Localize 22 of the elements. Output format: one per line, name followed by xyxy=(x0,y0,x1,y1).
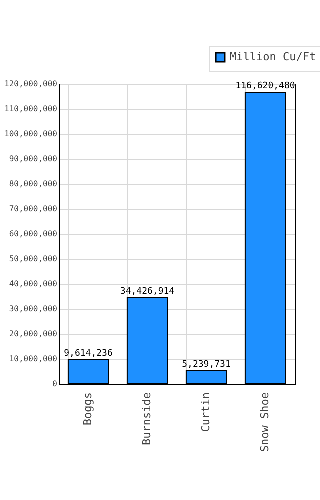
legend-label: Million Cu/Ft xyxy=(230,50,316,64)
y-tick-label: 50,000,000 xyxy=(9,254,58,264)
y-tick-label: 60,000,000 xyxy=(9,230,58,238)
x-tick-label: Snow Shoe xyxy=(258,392,272,452)
y-tick-label: 0 xyxy=(52,380,58,388)
x-tick-label: Curtin xyxy=(200,392,212,432)
y-tick-label: 100,000,000 xyxy=(4,130,58,138)
text: 9,614,236 xyxy=(64,348,113,359)
y-tick-label: 80,000,000 xyxy=(9,180,58,188)
y-tick-label: 10,000,000 xyxy=(9,354,58,364)
y-tick-label: 40,000,000 xyxy=(9,280,58,288)
x-tick-label: Burnside xyxy=(140,392,154,446)
text: 5,239,731 xyxy=(182,360,231,370)
y-tick-label: 110,000,000 xyxy=(4,104,58,114)
text: 34,426,914 xyxy=(120,286,175,297)
y-tick-label: 30,000,000 xyxy=(9,304,58,314)
y-tick-label: 120,000,000 xyxy=(4,80,58,88)
y-tick-label: 20,000,000 xyxy=(9,330,58,338)
text: 116,620,480 xyxy=(236,81,296,92)
x-tick-label: Boggs xyxy=(82,392,94,426)
y-tick-label: 70,000,000 xyxy=(9,204,58,214)
y-tick-label: 90,000,000 xyxy=(9,154,58,164)
